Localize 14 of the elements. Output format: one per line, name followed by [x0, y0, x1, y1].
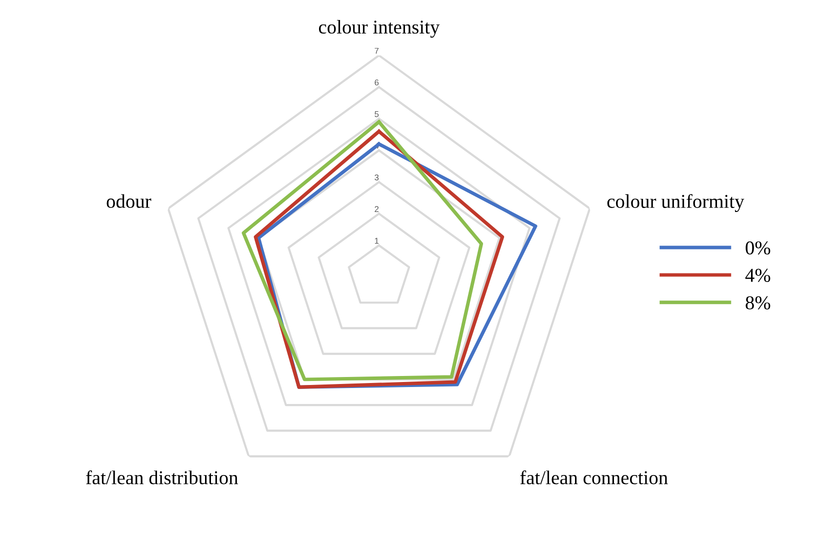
- y-tick-label: 7: [374, 48, 379, 54]
- legend-label: 4%: [745, 268, 770, 282]
- spoke-label: odour: [106, 194, 152, 208]
- y-tick-label: 5: [374, 111, 379, 118]
- y-tick-label: 2: [374, 206, 379, 212]
- spoke-label: fat/lean connection: [520, 470, 668, 484]
- y-tick-label: 1: [374, 238, 379, 244]
- spoke-label: fat/lean distribution: [86, 470, 238, 484]
- spoke-label: colour intensity: [318, 20, 440, 38]
- spoke-label: colour uniformity: [607, 194, 744, 212]
- legend-label: 8%: [746, 296, 770, 310]
- y-tick-label: 3: [374, 174, 379, 180]
- y-tick-label: 6: [374, 80, 379, 86]
- legend-label: 0%: [746, 241, 770, 255]
